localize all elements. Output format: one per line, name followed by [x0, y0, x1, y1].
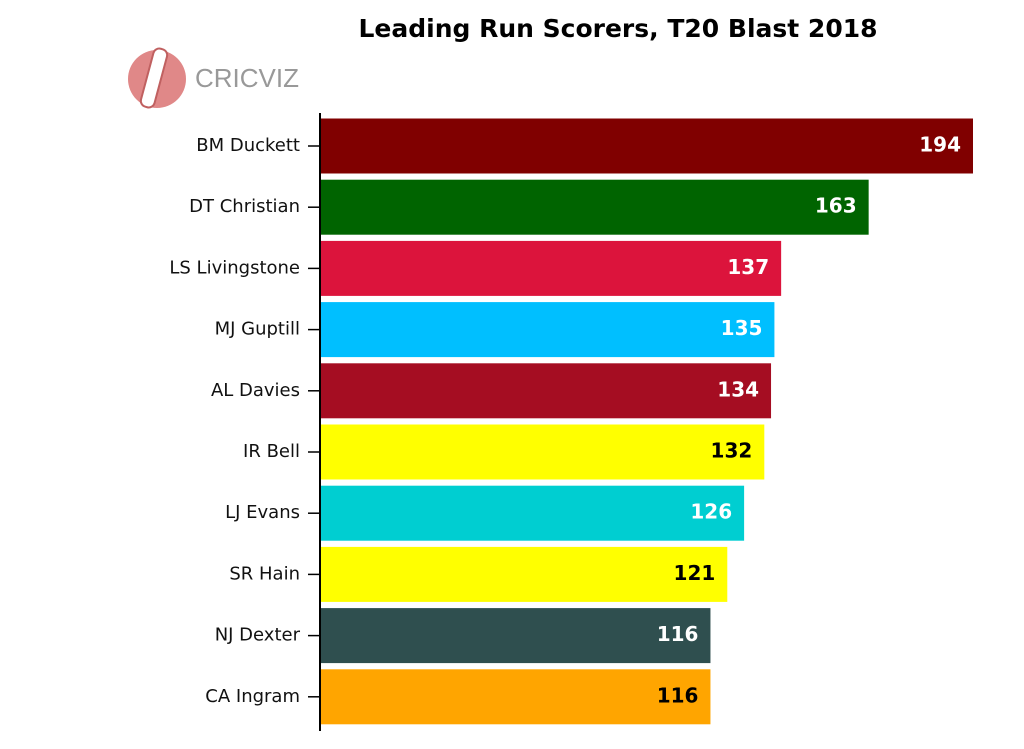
data-label: 116	[657, 622, 699, 646]
bar	[321, 546, 728, 602]
y-tick-label: BM Duckett	[196, 135, 300, 156]
bar	[321, 608, 711, 664]
bar	[321, 240, 782, 296]
data-label: 135	[721, 316, 763, 340]
logo-text: CRICVIZ	[195, 63, 299, 93]
y-tick-label: CA Ingram	[205, 686, 300, 707]
bar	[321, 669, 711, 725]
bar	[321, 118, 973, 174]
data-label: 121	[674, 561, 716, 585]
bar	[321, 424, 765, 480]
y-tick-label: DT Christian	[189, 196, 300, 217]
y-tick-label: LJ Evans	[225, 502, 300, 523]
bar	[321, 179, 869, 235]
data-label: 134	[717, 377, 759, 401]
bar	[321, 363, 772, 419]
y-tick-label: MJ Guptill	[215, 319, 300, 340]
chart-title: Leading Run Scorers, T20 Blast 2018	[358, 14, 877, 43]
data-label: 126	[690, 500, 732, 524]
y-tick-label: AL Davies	[211, 380, 300, 401]
y-tick-label: LS Livingstone	[169, 257, 300, 278]
logo-bat	[139, 47, 169, 109]
data-label: 163	[815, 194, 857, 218]
bar	[321, 485, 745, 541]
data-label: 194	[919, 133, 961, 157]
y-tick-label: NJ Dexter	[215, 625, 301, 646]
data-label: 132	[711, 439, 753, 463]
logo-icon	[128, 47, 186, 109]
y-tick-label: SR Hain	[229, 563, 300, 584]
data-label: 137	[727, 255, 769, 279]
y-tick-label: IR Bell	[243, 441, 300, 462]
data-label: 116	[657, 683, 699, 707]
bar	[321, 302, 775, 358]
